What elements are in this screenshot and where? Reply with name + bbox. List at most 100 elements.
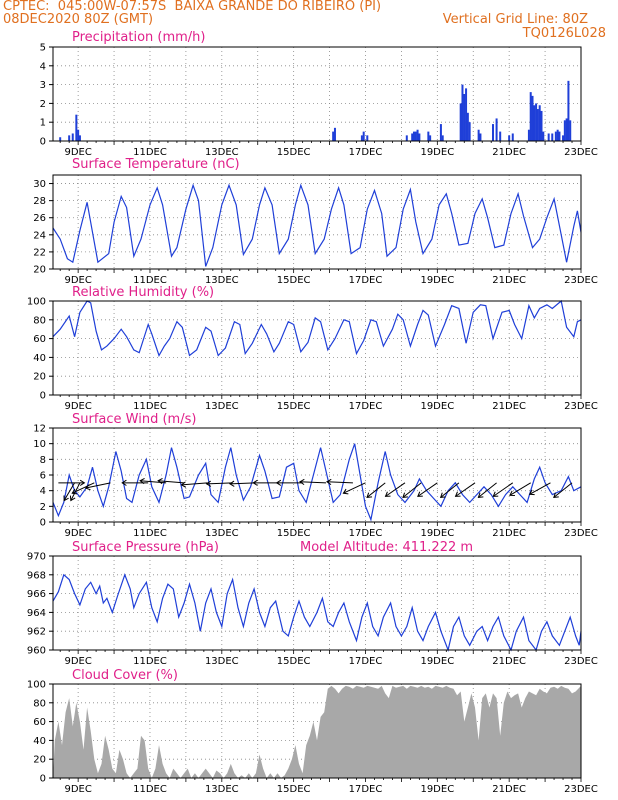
- temp-line: [52, 183, 582, 267]
- precip-bar: [412, 131, 415, 141]
- precip-xtick-label: 11DEC: [133, 147, 167, 158]
- wind-arrow-head: [205, 480, 212, 487]
- wind-arrow-head: [342, 488, 349, 495]
- wind-xtick-label: 17DEC: [349, 528, 383, 539]
- precip-ytick-label: 3: [40, 80, 46, 91]
- precip-xtick-label: 15DEC: [277, 147, 311, 158]
- pressure-ytick-label: 962: [27, 627, 46, 638]
- pressure-panel: Surface Pressure (hPa) Model Altitude: 41…: [27, 540, 598, 667]
- wind-ytick-label: 8: [40, 455, 46, 466]
- cloud-ytick-label: 60: [33, 717, 46, 728]
- temp-ytick-label: 24: [33, 230, 46, 241]
- precip-xtick-label: 23DEC: [564, 147, 598, 158]
- temp-xtick-label: 13DEC: [205, 275, 239, 286]
- pressure-line: [52, 573, 582, 653]
- rh-panel: Relative Humidity (%) 0 20 40 60 80 100 9DEC 11D…: [27, 285, 598, 412]
- cloud-xtick-label: 13DEC: [205, 784, 239, 795]
- wind-xtick-label: 9DEC: [64, 528, 91, 539]
- precip-bar: [547, 133, 550, 141]
- precip-bar: [362, 131, 365, 141]
- rh-frame: [52, 300, 582, 396]
- precip-bar: [511, 133, 514, 141]
- precip-bar: [414, 131, 417, 141]
- wind-arrow: [553, 482, 573, 498]
- header-date: 08DEC2020 80Z (GMT): [3, 12, 154, 27]
- precip-bar: [479, 133, 482, 141]
- wind-arrow-head: [157, 477, 163, 485]
- cloud-panel: Cloud Cover (%) 0 20 40 60 80 100 9DEC 11DEC 13DE…: [27, 668, 598, 795]
- precip-xtick-label: 9DEC: [64, 147, 91, 158]
- pressure-ytick-label: 960: [27, 646, 46, 657]
- pressure-xtick-label: 9DEC: [64, 656, 91, 667]
- precip-bar: [427, 131, 430, 141]
- wind-arrow-head: [325, 478, 332, 486]
- wind-xtick-label: 15DEC: [277, 528, 311, 539]
- precip-ytick-label: 5: [40, 43, 46, 54]
- precip-bar: [499, 131, 502, 141]
- temp-xtick-label: 15DEC: [277, 275, 311, 286]
- wind-arrow-head: [139, 477, 145, 485]
- pressure-xtick-label: 13DEC: [205, 656, 239, 667]
- temp-xtick-label: 23DEC: [564, 275, 598, 286]
- precip-ytick-label: 0: [40, 137, 46, 148]
- precip-bar: [429, 135, 432, 141]
- wind-xtick-label: 11DEC: [133, 528, 167, 539]
- precip-bar: [411, 133, 414, 141]
- precip-bar: [540, 110, 543, 141]
- wind-arrow-head: [509, 490, 515, 496]
- precip-bar: [441, 135, 444, 141]
- rh-xtick-label: 11DEC: [133, 401, 167, 412]
- precip-bar: [59, 137, 62, 141]
- precip-bar: [554, 131, 557, 141]
- wind-arrow-head: [63, 495, 69, 502]
- wind-arrow: [229, 482, 256, 485]
- precip-bar: [495, 118, 498, 141]
- temp-frame: [52, 174, 582, 270]
- wind-xtick-label: 23DEC: [564, 528, 598, 539]
- rh-xtick-label: 9DEC: [64, 401, 91, 412]
- temp-xtick-label: 9DEC: [64, 275, 91, 286]
- temp-ytick-label: 28: [33, 196, 46, 207]
- wind-arrow: [181, 482, 208, 486]
- precip-bar: [551, 133, 554, 141]
- precip-bar: [461, 84, 464, 141]
- wind-panel: Surface Wind (m/s) 0 2 4 6 8 10 12 9DEC 11DEC 13DE…: [33, 412, 598, 539]
- precip-bar: [529, 92, 532, 141]
- wind-arrow-head: [79, 479, 86, 486]
- rh-ytick-label: 20: [33, 372, 46, 383]
- precip-bar: [569, 120, 572, 141]
- precip-bar: [535, 103, 538, 141]
- precip-title: Precipitation (mm/h): [72, 30, 205, 45]
- rh-ytick-label: 40: [33, 353, 46, 364]
- precip-bar: [332, 131, 335, 141]
- precip-bar: [405, 135, 408, 141]
- wind-arrow: [71, 482, 95, 494]
- precip-bar: [527, 129, 530, 141]
- temp-xtick-label: 17DEC: [349, 275, 383, 286]
- precip-bar: [492, 124, 494, 141]
- cloud-frame: [52, 683, 582, 779]
- header-model: TQ0126L028: [522, 26, 606, 41]
- cloud-xtick-label: 23DEC: [564, 784, 598, 795]
- precip-bar: [477, 129, 480, 141]
- rh-xtick-label: 13DEC: [205, 401, 239, 412]
- pressure-ytick-label: 970: [27, 552, 46, 563]
- rh-title: Relative Humidity (%): [72, 285, 214, 300]
- temp-xtick-label: 21DEC: [492, 275, 526, 286]
- wind-arrow-head: [71, 488, 78, 495]
- precip-ytick-label: 2: [40, 99, 46, 110]
- wind-arrow: [63, 482, 75, 501]
- wind-arrow-head: [477, 492, 484, 498]
- precip-bar: [416, 129, 419, 141]
- cloud-xtick-label: 9DEC: [64, 784, 91, 795]
- precip-bar: [563, 120, 566, 141]
- precip-bar: [439, 124, 442, 141]
- precip-bar: [567, 80, 570, 141]
- wind-xtick-label: 13DEC: [205, 528, 239, 539]
- wind-arrow: [158, 480, 185, 484]
- pressure-ytick-label: 964: [27, 608, 46, 619]
- precip-bar: [533, 105, 536, 141]
- precip-bar: [542, 131, 545, 141]
- cloud-ytick-label: 80: [33, 698, 46, 709]
